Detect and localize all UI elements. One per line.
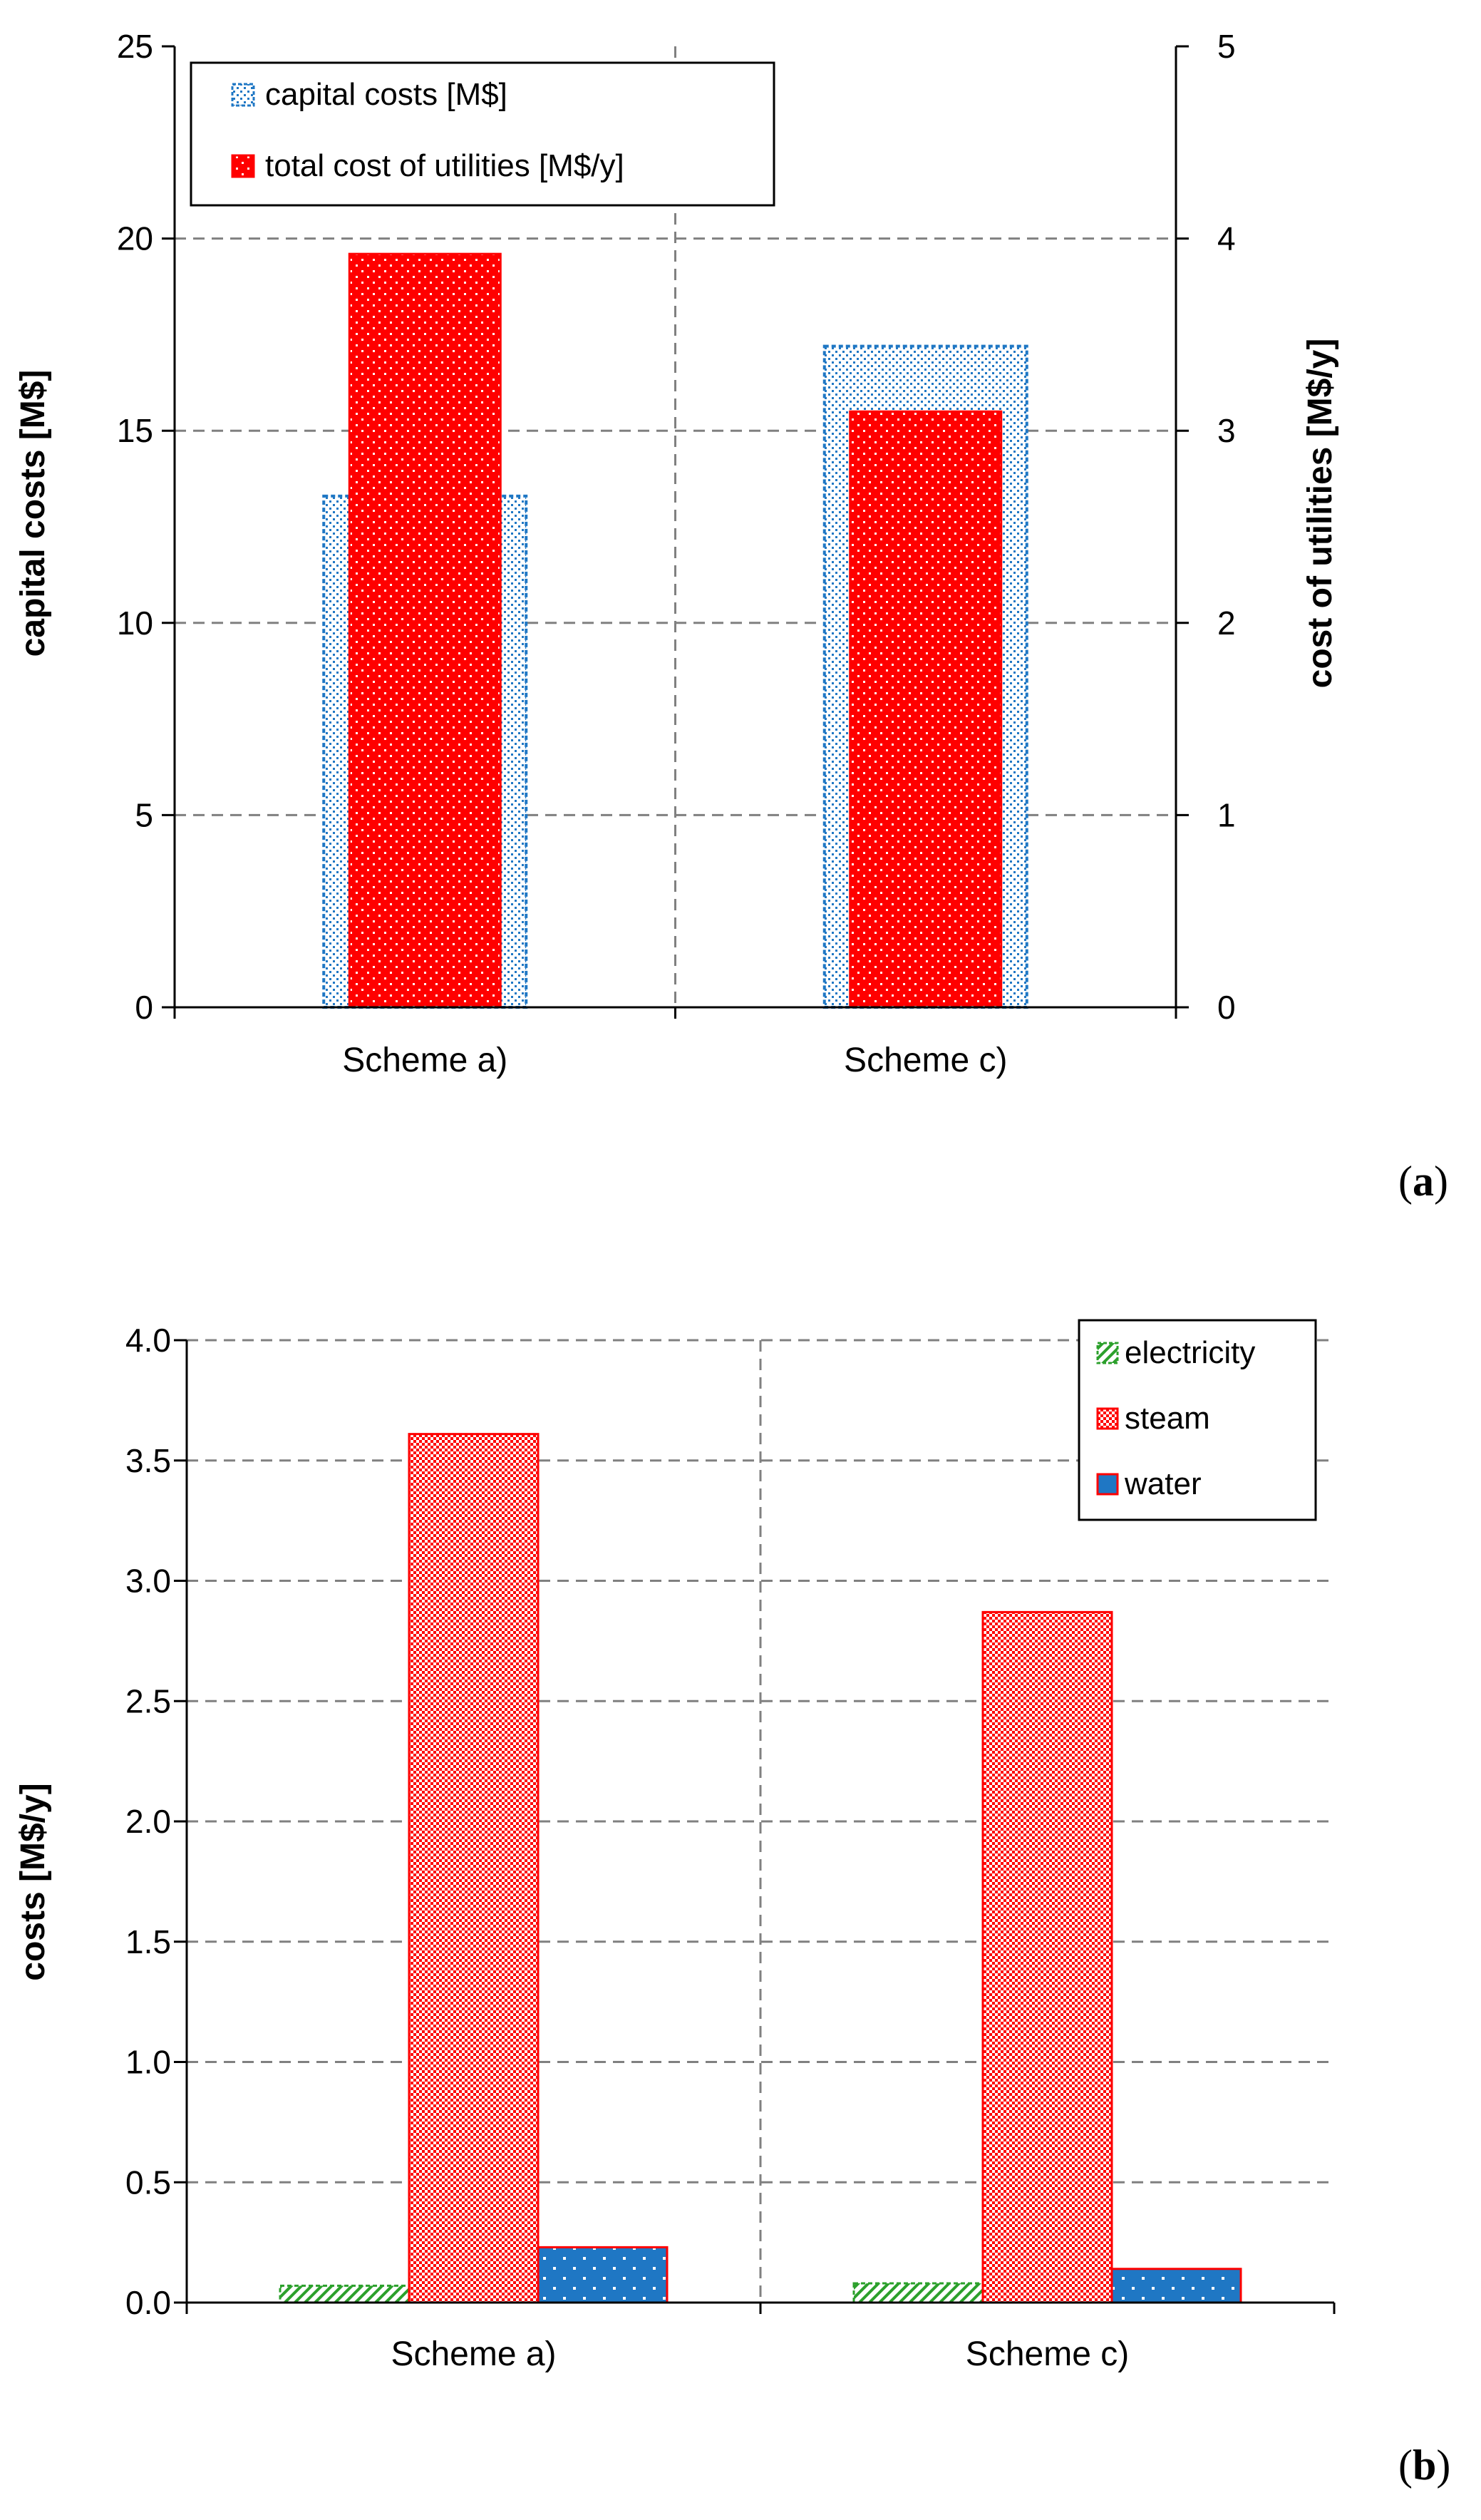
- y-tick-label: 4.0: [125, 1322, 171, 1359]
- y-tick-label: 20: [117, 220, 153, 257]
- y-axis-label: costs [M$/y]: [14, 1783, 52, 1980]
- y-tick-label: 2.0: [125, 1803, 171, 1840]
- y2-tick-label: 5: [1217, 28, 1236, 65]
- bar-electricity-scheme-c: [852, 2282, 984, 2304]
- y2-axis-label: cost of utilities [M$/y]: [1301, 339, 1339, 689]
- bar-water-scheme-c: [1110, 2268, 1242, 2304]
- legend-swatch-capital: [231, 83, 255, 107]
- legend-label-utilities: total cost of utilities [M$/y]: [265, 148, 624, 183]
- bar-steam-scheme-c: [981, 1610, 1113, 2304]
- bar-water-scheme-a: [537, 2246, 669, 2304]
- chart-b: 0.0 0.5 1.0 1.5 2.0 2.5 3.0 3.5 4.0 Scheme a) Sche…: [14, 1319, 1450, 2489]
- legend-label-water: water: [1124, 1466, 1202, 1501]
- bars: [322, 252, 1028, 1009]
- legend-swatch-electricity: [1096, 1342, 1119, 1364]
- y2-tick-label: 1: [1217, 796, 1236, 833]
- x-tick-label: Scheme c): [844, 1042, 1007, 1079]
- y-tick-label: 0.0: [125, 2284, 171, 2321]
- y-tick-label: 1.5: [125, 1923, 171, 1960]
- y-tick-label: 25: [117, 28, 153, 65]
- chart-a: 0 5 10 15 20 25 0 1 2 3 4 5 Scheme a) Scheme c) capit…: [14, 28, 1448, 1205]
- y-tick-label: 2.5: [125, 1682, 171, 1719]
- legend: capital costs [M$] total cost of utiliti…: [190, 61, 775, 207]
- y-axis-label: capital costs [M$]: [14, 370, 52, 657]
- legend-swatch-water: [1096, 1473, 1119, 1496]
- legend-box: [190, 61, 775, 207]
- y-tick-label: 10: [117, 605, 153, 642]
- bar-total-cost-of-utilities-m-y-scheme-a: [348, 252, 502, 1009]
- y-tick-label: 15: [117, 412, 153, 449]
- y2-tick-label: 0: [1217, 989, 1236, 1026]
- x-tick-label: Scheme c): [966, 2335, 1129, 2373]
- legend-swatch-utilities: [231, 154, 255, 178]
- y-tick-label: 3.0: [125, 1563, 171, 1600]
- panel-label-b: (b): [1398, 2442, 1450, 2489]
- legend-label-steam: steam: [1125, 1401, 1210, 1436]
- y-tick-label: 3.5: [125, 1442, 171, 1479]
- y-tick-label: 0.5: [125, 2164, 171, 2201]
- legend-swatch-steam: [1096, 1407, 1119, 1430]
- y-tick-label: 0: [135, 989, 153, 1026]
- y2-tick-label: 4: [1217, 220, 1236, 257]
- x-tick-label: Scheme a): [342, 1042, 507, 1079]
- legend-label-electricity: electricity: [1125, 1335, 1255, 1370]
- y2-tick-label: 3: [1217, 412, 1236, 449]
- legend-label-capital: capital costs [M$]: [265, 77, 507, 112]
- axes: 0.0 0.5 1.0 1.5 2.0 2.5 3.0 3.5 4.0 Scheme a) Sche…: [125, 1322, 1336, 2373]
- bar-electricity-scheme-a: [279, 2284, 411, 2304]
- y2-tick-label: 2: [1217, 605, 1236, 642]
- bar-steam-scheme-a: [408, 1433, 540, 2304]
- y-tick-label: 5: [135, 796, 153, 833]
- panel-label-a: (a): [1398, 1158, 1448, 1205]
- axes: 0 5 10 15 20 25 0 1 2 3 4 5 Scheme a) Scheme c): [117, 28, 1236, 1079]
- legend: electricity steam water: [1078, 1319, 1317, 1521]
- y-tick-label: 1.0: [125, 2044, 171, 2081]
- x-tick-label: Scheme a): [391, 2335, 556, 2373]
- bars: [279, 1433, 1242, 2304]
- bar-total-cost-of-utilities-m-y-scheme-c: [849, 410, 1003, 1009]
